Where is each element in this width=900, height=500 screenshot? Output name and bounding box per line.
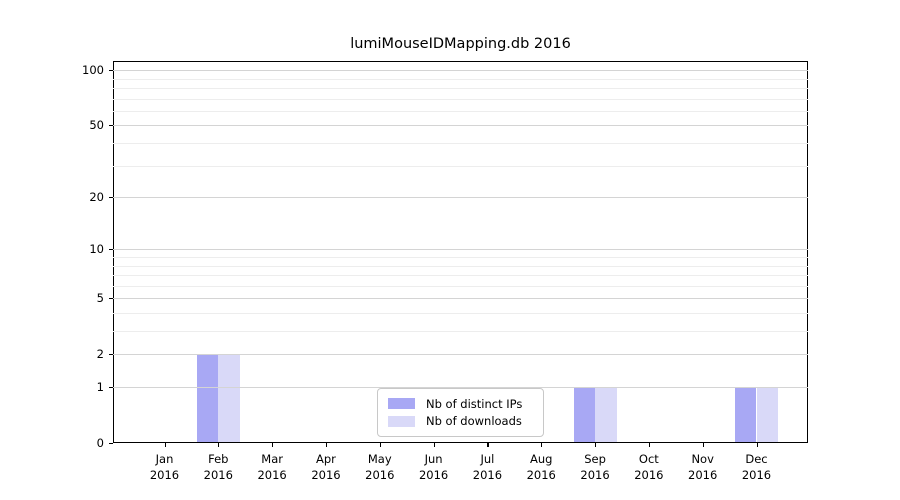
bar-distinct-ips-feb — [196, 354, 219, 442]
minor-gridline — [113, 165, 808, 167]
chart-title: lumiMouseIDMapping.db 2016 — [350, 36, 571, 52]
legend-item-distinct-ips: Nb of distinct IPs — [388, 395, 533, 413]
x-tick-label-sep: Sep 2016 — [580, 452, 610, 482]
y-tick-label: 20 — [89, 189, 104, 204]
x-tick-label-nov: Nov 2016 — [688, 452, 718, 482]
major-gridline — [113, 354, 808, 356]
major-gridline — [113, 125, 808, 127]
x-tick-label-jan: Jan 2016 — [149, 452, 180, 482]
y-tick-label: 10 — [89, 242, 104, 257]
x-tick-mark — [218, 443, 220, 447]
legend-label-downloads: Nb of downloads — [426, 414, 522, 429]
bar-distinct-ips-sep — [573, 386, 596, 442]
major-gridline — [113, 387, 808, 388]
y-tick-label: 5 — [96, 291, 104, 306]
minor-gridline — [113, 265, 808, 267]
y-tick-label: 1 — [96, 379, 104, 394]
x-tick-label-aug: Aug 2016 — [526, 452, 556, 482]
minor-gridline — [113, 78, 808, 80]
y-tick-label: 0 — [96, 436, 104, 450]
legend-label-distinct-ips: Nb of distinct IPs — [426, 396, 523, 411]
y-tick-mark — [109, 354, 113, 356]
x-tick-mark — [487, 443, 489, 447]
legend-swatch-distinct-ips — [388, 398, 415, 410]
minor-gridline — [113, 87, 808, 89]
x-tick-mark — [595, 443, 597, 447]
x-tick-mark — [648, 443, 651, 447]
bar-distinct-ips-dec — [734, 386, 757, 442]
major-gridline — [113, 70, 808, 72]
x-tick-mark — [164, 443, 166, 447]
bar-downloads-sep — [595, 386, 617, 442]
x-tick-mark — [433, 443, 435, 447]
y-tick-mark — [109, 70, 113, 72]
minor-gridline — [113, 312, 808, 314]
x-tick-mark — [756, 443, 758, 447]
x-tick-label-oct: Oct 2016 — [634, 452, 664, 482]
x-tick-label-feb: Feb 2016 — [203, 452, 233, 482]
minor-gridline — [113, 331, 808, 332]
x-tick-mark — [272, 443, 274, 447]
y-tick-label: 100 — [82, 63, 104, 78]
y-tick-mark — [109, 197, 113, 199]
major-gridline — [113, 298, 808, 300]
major-gridline — [113, 249, 808, 251]
bar-downloads-feb — [218, 354, 240, 442]
bar-downloads-dec — [756, 386, 779, 442]
x-tick-label-mar: Mar 2016 — [257, 452, 287, 482]
y-tick-mark — [109, 249, 113, 251]
x-tick-mark — [702, 443, 704, 447]
y-tick-label: 50 — [89, 118, 104, 133]
x-tick-label-may: May 2016 — [365, 452, 395, 482]
x-tick-mark — [379, 443, 381, 447]
x-tick-label-jun: Jun 2016 — [418, 452, 449, 482]
y-tick-mark — [109, 298, 113, 300]
y-tick-mark — [109, 443, 113, 445]
legend-item-downloads: Nb of downloads — [388, 413, 533, 431]
x-tick-mark — [541, 443, 543, 447]
x-tick-label-dec: Dec 2016 — [741, 452, 772, 482]
legend-swatch-downloads — [388, 415, 415, 427]
x-tick-mark — [326, 443, 328, 447]
y-tick-mark — [109, 387, 113, 389]
minor-gridline — [113, 142, 808, 144]
y-tick-label: 2 — [96, 347, 104, 362]
legend: Nb of distinct IPs Nb of downloads — [377, 388, 544, 437]
minor-gridline — [113, 275, 808, 276]
x-tick-label-apr: Apr 2016 — [311, 452, 341, 482]
minor-gridline — [113, 256, 808, 258]
minor-gridline — [113, 285, 808, 287]
minor-gridline — [113, 110, 808, 112]
y-tick-mark — [109, 125, 113, 127]
major-gridline — [113, 197, 808, 198]
x-tick-label-jul: Jul 2016 — [472, 452, 503, 482]
minor-gridline — [113, 98, 808, 100]
